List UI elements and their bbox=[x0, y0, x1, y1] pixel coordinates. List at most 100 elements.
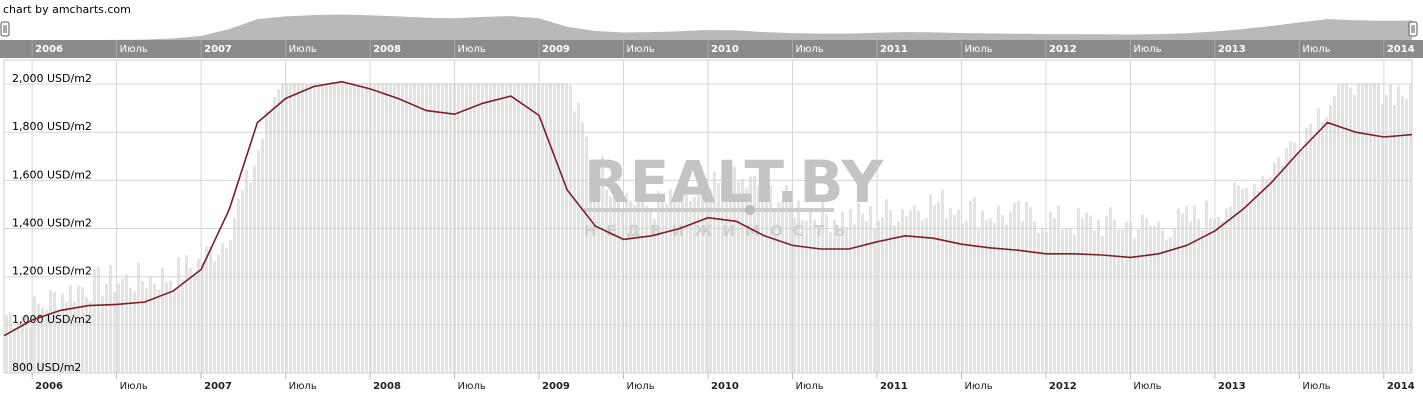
volume-bar bbox=[897, 221, 900, 373]
x-tick-label: Июль bbox=[795, 381, 823, 392]
volume-bar bbox=[489, 83, 492, 373]
volume-bar bbox=[41, 307, 44, 373]
volume-bar bbox=[245, 169, 248, 373]
volume-bar bbox=[873, 227, 876, 373]
volume-bar bbox=[805, 220, 808, 373]
volume-bar bbox=[945, 218, 948, 373]
volume-bar bbox=[1189, 221, 1192, 373]
volume-bar bbox=[25, 314, 28, 373]
volume-bar bbox=[901, 209, 904, 373]
volume-bar bbox=[513, 83, 516, 373]
volume-bar bbox=[885, 199, 888, 373]
volume-bar bbox=[813, 219, 816, 373]
volume-bar bbox=[205, 246, 208, 373]
volume-bar bbox=[917, 210, 920, 373]
scrollbar-left-handle[interactable] bbox=[0, 21, 10, 37]
x-tick-label: 2009 bbox=[542, 381, 570, 392]
volume-bar bbox=[1205, 200, 1208, 373]
volume-bar bbox=[481, 83, 484, 373]
volume-bar bbox=[349, 83, 352, 373]
volume-bar bbox=[1377, 83, 1380, 373]
volume-bar bbox=[321, 83, 324, 373]
volume-bar bbox=[585, 136, 588, 373]
volume-bar bbox=[1137, 229, 1140, 373]
volume-bar bbox=[1369, 83, 1372, 373]
volume-bar bbox=[1109, 207, 1112, 373]
volume-bar bbox=[209, 246, 212, 373]
volume-bar bbox=[773, 211, 776, 373]
volume-bar bbox=[381, 83, 384, 373]
volume-bar bbox=[689, 200, 692, 373]
volume-bar bbox=[265, 110, 268, 373]
volume-bar bbox=[1125, 222, 1128, 373]
volume-bar bbox=[765, 177, 768, 373]
volume-bar bbox=[785, 185, 788, 373]
volume-bar bbox=[1317, 108, 1320, 374]
scrollbar-tick-label: Июль bbox=[289, 44, 317, 55]
x-tick-label: 2013 bbox=[1218, 381, 1246, 392]
volume-bar bbox=[613, 197, 616, 373]
volume-bar bbox=[801, 220, 804, 373]
volume-bar bbox=[589, 160, 592, 373]
volume-bar bbox=[485, 83, 488, 373]
volume-bar bbox=[709, 189, 712, 373]
volume-bar bbox=[1353, 94, 1356, 373]
volume-bar bbox=[1305, 127, 1308, 373]
volume-bar bbox=[809, 210, 812, 373]
volume-bar bbox=[21, 316, 24, 373]
x-tick-label: 2010 bbox=[711, 381, 739, 392]
volume-bar bbox=[465, 83, 468, 373]
volume-bar bbox=[1009, 211, 1012, 373]
x-tick-label: Июль bbox=[1133, 381, 1161, 392]
scrollbar-navigator[interactable]: 2006 Июль 2007 Июль 2008 Июль 2009 Июль 2010 Июль… bbox=[0, 14, 1423, 59]
volume-bar bbox=[337, 83, 340, 373]
scrollbar-tick-label: Июль bbox=[795, 44, 823, 55]
vertical-gridlines bbox=[31, 60, 1385, 373]
watermark: REALT.BY НЕДВИЖИМОСТЬ bbox=[584, 148, 884, 240]
volume-bar bbox=[1021, 221, 1024, 373]
y-tick-label: 1,400 USD/m2 bbox=[12, 217, 92, 230]
volume-bar bbox=[1073, 234, 1076, 373]
volume-bar bbox=[1201, 230, 1204, 373]
volume-bar bbox=[717, 182, 720, 373]
volume-bar bbox=[505, 83, 508, 373]
credit-label[interactable]: chart by amcharts.com bbox=[3, 3, 131, 16]
volume-bar bbox=[1185, 206, 1188, 373]
volume-bar bbox=[1313, 134, 1316, 373]
volume-bar bbox=[745, 188, 748, 373]
y-tick-label: 1,800 USD/m2 bbox=[12, 120, 92, 133]
volume-bar bbox=[405, 83, 408, 373]
volume-bar bbox=[1117, 229, 1120, 373]
x-tick-label: Июль bbox=[627, 381, 655, 392]
x-axis-labels: 2006 Июль 2007 Июль 2008 Июль 2009 Июль 2010 Июль… bbox=[31, 373, 1415, 392]
volume-bar bbox=[1289, 141, 1292, 373]
volume-bar bbox=[853, 224, 856, 373]
volume-bar bbox=[881, 217, 884, 373]
x-tick-label: Июль bbox=[1302, 381, 1330, 392]
volume-bar bbox=[545, 83, 548, 373]
volume-bar bbox=[241, 190, 244, 373]
volume-bar bbox=[657, 190, 660, 373]
volume-bar bbox=[73, 301, 76, 373]
volume-bar bbox=[261, 138, 264, 373]
volume-bar bbox=[693, 196, 696, 373]
volume-bar bbox=[1061, 229, 1064, 373]
volume-bar bbox=[1193, 205, 1196, 373]
volume-bar bbox=[153, 284, 156, 373]
volume-bar bbox=[9, 312, 12, 373]
watermark-main: REALT.BY bbox=[584, 148, 884, 216]
scrollbar-right-handle[interactable] bbox=[1408, 21, 1418, 37]
volume-bar bbox=[777, 202, 780, 373]
volume-bar bbox=[1033, 221, 1036, 373]
price-series-line[interactable] bbox=[3, 80, 1413, 337]
volume-bar bbox=[393, 83, 396, 373]
volume-bar bbox=[1057, 205, 1060, 373]
volume-bar bbox=[193, 274, 196, 373]
x-tick-label: 2011 bbox=[880, 381, 908, 392]
volume-bar bbox=[1381, 104, 1384, 374]
scrollbar-tick-label: Июль bbox=[458, 44, 486, 55]
volume-bar bbox=[1157, 222, 1160, 373]
volume-bar bbox=[625, 192, 628, 373]
volume-bar bbox=[677, 202, 680, 373]
